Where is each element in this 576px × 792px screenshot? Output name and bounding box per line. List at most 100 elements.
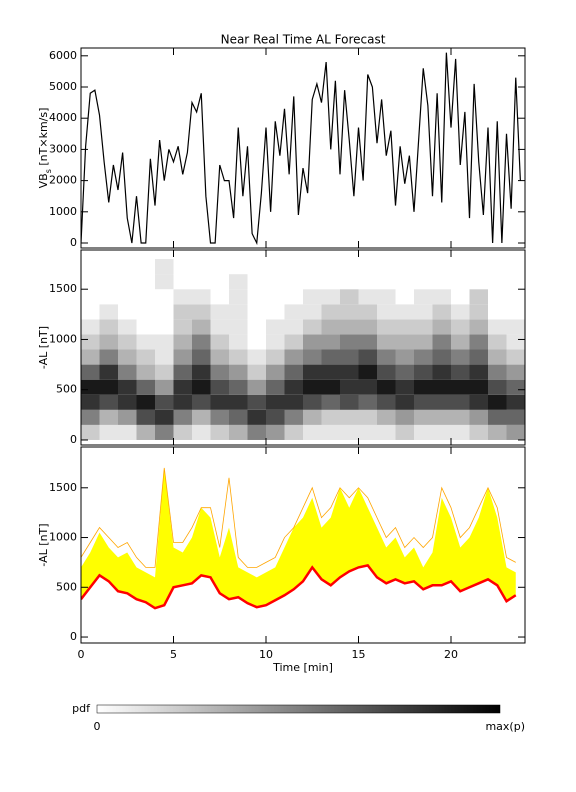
heat-cell [451, 424, 470, 440]
heat-cell [173, 379, 192, 395]
heat-cell [506, 334, 525, 350]
heat-cell [173, 424, 192, 440]
heat-cell [99, 364, 118, 380]
heat-cell [469, 409, 488, 425]
heat-cell [506, 394, 525, 410]
heat-cell [488, 379, 507, 395]
heat-cell [284, 304, 303, 320]
heat-cell [414, 364, 433, 380]
y-tick-label: 2000 [49, 174, 77, 187]
heat-cell [136, 349, 155, 365]
heat-cell [173, 364, 192, 380]
heat-cell [432, 424, 451, 440]
panel-frame [80, 47, 526, 249]
y-tick-label: 500 [56, 580, 77, 593]
heat-cell [340, 319, 359, 335]
heat-cell [118, 274, 137, 290]
y-tick-label: 1000 [49, 205, 77, 218]
heat-cell [192, 259, 211, 275]
heat-cell [358, 379, 377, 395]
heat-cell [377, 394, 396, 410]
heat-cell [377, 289, 396, 305]
heat-cell [377, 379, 396, 395]
heat-cell [432, 319, 451, 335]
heat-cell [266, 304, 285, 320]
heat-cell [340, 424, 359, 440]
x-tick-label: 15 [352, 648, 366, 661]
heat-cell [488, 364, 507, 380]
heat-cell [118, 424, 137, 440]
heat-cell [229, 364, 248, 380]
heat-cell [358, 349, 377, 365]
heat-cell [210, 379, 229, 395]
heat-cell [155, 289, 174, 305]
heat-cell [340, 304, 359, 320]
heat-cell [321, 289, 340, 305]
heat-cell [469, 424, 488, 440]
heat-cell [155, 349, 174, 365]
heat-cell [284, 394, 303, 410]
heat-cell [229, 319, 248, 335]
heat-cell [99, 349, 118, 365]
heat-cell [414, 379, 433, 395]
heat-cell [303, 364, 322, 380]
heat-cell [284, 259, 303, 275]
heat-cell [192, 409, 211, 425]
heat-cell [451, 379, 470, 395]
heat-cell [99, 274, 118, 290]
heat-cell [266, 394, 285, 410]
heat-cell [247, 379, 266, 395]
data-line [81, 52, 521, 246]
heat-cell [358, 424, 377, 440]
heat-cell [210, 394, 229, 410]
heat-cell [155, 274, 174, 290]
heat-cell [303, 394, 322, 410]
heat-cell [414, 259, 433, 275]
x-axis-label: Time [min] [272, 661, 333, 674]
heat-cell [247, 364, 266, 380]
heat-cell [395, 304, 414, 320]
heat-cell [136, 364, 155, 380]
heat-cell [173, 319, 192, 335]
heat-cell [266, 289, 285, 305]
heat-cell [358, 394, 377, 410]
heat-cell [395, 409, 414, 425]
heat-cell [358, 289, 377, 305]
heat-cell [469, 364, 488, 380]
heat-cell [488, 334, 507, 350]
heat-cell [118, 379, 137, 395]
heat-cell [488, 319, 507, 335]
heat-cell [395, 274, 414, 290]
heat-cell [136, 319, 155, 335]
heat-cell [247, 409, 266, 425]
heat-cell [488, 274, 507, 290]
chart-title: Near Real Time AL Forecast [221, 33, 386, 47]
heat-cell [469, 394, 488, 410]
heat-cell [469, 289, 488, 305]
heat-cell [210, 259, 229, 275]
heat-cell [210, 319, 229, 335]
heat-cell [451, 364, 470, 380]
heat-cell [488, 424, 507, 440]
heat-cell [321, 274, 340, 290]
heat-cell [173, 349, 192, 365]
heat-cell [155, 319, 174, 335]
heat-cell [210, 274, 229, 290]
heat-cell [118, 394, 137, 410]
heat-cell [377, 274, 396, 290]
heat-cell [488, 409, 507, 425]
heat-cell [432, 304, 451, 320]
y-tick-label: 1000 [49, 531, 77, 544]
heat-cell [136, 409, 155, 425]
heat-cell [358, 364, 377, 380]
heat-cell [173, 394, 192, 410]
heat-cell [340, 334, 359, 350]
heat-cell [395, 319, 414, 335]
heat-cell [210, 409, 229, 425]
heat-cell [414, 394, 433, 410]
heat-cell [488, 394, 507, 410]
y-tick-label: 3000 [49, 142, 77, 155]
heat-cell [210, 424, 229, 440]
heat-cell [303, 334, 322, 350]
x-tick-label: 10 [259, 648, 273, 661]
